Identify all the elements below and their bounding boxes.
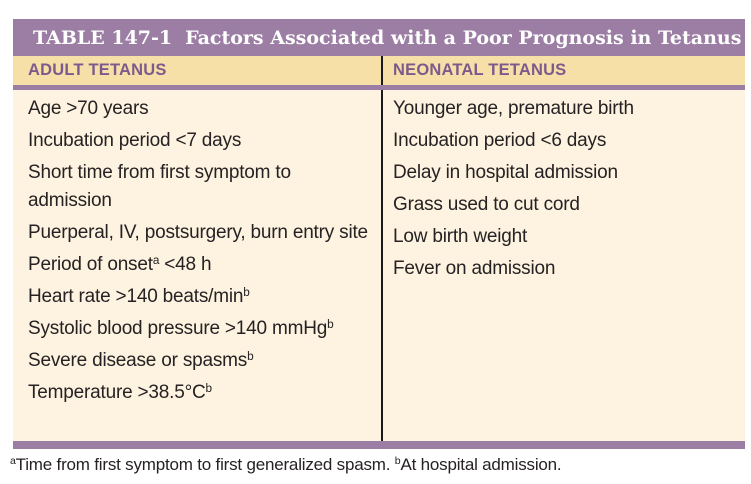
header-separator-bar: [13, 85, 745, 90]
row-text: Incubation period <7 days: [28, 130, 242, 151]
table-row: Grass used to cut cord: [393, 191, 745, 219]
superscript-marker: b: [327, 317, 334, 331]
table-row: Temperature >38.5°Cb: [28, 379, 381, 407]
superscript-marker: b: [243, 285, 250, 299]
table-row: Incubation period <7 days: [28, 127, 381, 155]
row-text: Severe disease or spasms: [28, 350, 248, 371]
superscript-marker: b: [247, 349, 254, 363]
column-header-row: ADULT TETANUS NEONATAL TETANUS: [13, 56, 745, 85]
table-row: Age >70 years: [28, 95, 381, 123]
neonatal-column: Younger age, premature birth Incubation …: [381, 90, 745, 441]
row-text: Period of onset: [28, 254, 153, 275]
table-row: Fever on admission: [393, 255, 745, 283]
column-header-adult: ADULT TETANUS: [28, 61, 167, 79]
footnote: aTime from first symptom to first genera…: [10, 453, 562, 477]
prognosis-table: TABLE 147-1 Factors Associated with a Po…: [13, 19, 745, 449]
table-body: Age >70 years Incubation period <7 days …: [13, 90, 745, 441]
row-text: Delay in hospital admission: [393, 162, 618, 183]
row-text: <48 h: [159, 254, 212, 275]
superscript-marker: b: [205, 381, 213, 395]
table-row: Systolic blood pressure >140 mmHgb: [28, 315, 381, 343]
row-text: Temperature >38.5°C: [28, 382, 206, 403]
footnote-marker-a: a: [10, 455, 16, 468]
row-text: Systolic blood pressure >140 mmHg: [28, 318, 328, 339]
column-header-neonatal: NEONATAL TETANUS: [381, 56, 745, 85]
footnote-text-a: Time from first symptom to first general…: [15, 455, 395, 474]
table-row: Incubation period <6 days: [393, 127, 745, 155]
table-row: Period of onseta <48 h: [28, 251, 381, 279]
table-title-bar: TABLE 147-1 Factors Associated with a Po…: [13, 19, 745, 56]
bottom-accent-bar: [13, 441, 745, 449]
table-row: Delay in hospital admission: [393, 159, 745, 187]
row-text: Age >70 years: [28, 98, 149, 119]
row-text: Incubation period <6 days: [393, 130, 607, 151]
adult-column: Age >70 years Incubation period <7 days …: [13, 90, 381, 441]
table-title: Factors Associated with a Poor Prognosis…: [185, 26, 742, 49]
row-text: Heart rate >140 beats/min: [28, 286, 244, 307]
superscript-marker: a: [152, 253, 160, 267]
row-text: Grass used to cut cord: [393, 194, 580, 215]
row-text: Low birth weight: [393, 226, 528, 247]
table-row: Younger age, premature birth: [393, 95, 745, 123]
row-text: Puerperal, IV, postsurgery, burn entry s…: [28, 222, 368, 243]
row-text: Fever on admission: [393, 258, 556, 279]
table-number: TABLE 147-1: [33, 26, 173, 49]
table-row: Heart rate >140 beats/minb: [28, 283, 381, 311]
table-row: Short time from first symptom to admissi…: [28, 159, 381, 215]
row-text: Younger age, premature birth: [393, 98, 634, 119]
table-row: Low birth weight: [393, 223, 745, 251]
row-text: Short time from first symptom to admissi…: [28, 162, 291, 211]
footnote-marker-b: b: [394, 455, 401, 468]
footnote-text-b: At hospital admission.: [400, 455, 562, 474]
table-row: Puerperal, IV, postsurgery, burn entry s…: [28, 219, 381, 247]
table-row: Severe disease or spasmsb: [28, 347, 381, 375]
